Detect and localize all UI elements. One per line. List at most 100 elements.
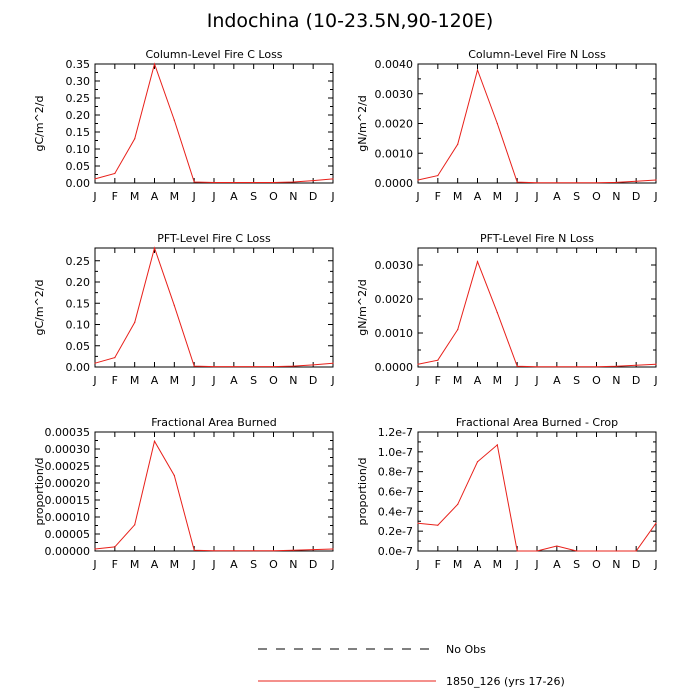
x-tick-label: M — [493, 374, 503, 387]
data-point — [457, 503, 459, 505]
y-tick-label: 0.00000 — [45, 545, 91, 558]
x-tick-label: D — [309, 374, 317, 387]
data-point — [576, 366, 578, 368]
x-tick-label: F — [435, 374, 441, 387]
x-tick-label: O — [269, 190, 278, 203]
x-tick-label: F — [435, 190, 441, 203]
x-tick-label: A — [553, 190, 561, 203]
data-point — [576, 182, 578, 184]
y-axis-label: proportion/d — [356, 458, 369, 526]
data-point — [312, 549, 314, 551]
series-line — [94, 439, 334, 552]
data-point — [496, 444, 498, 446]
data-point — [536, 550, 538, 552]
data-point — [233, 181, 235, 184]
data-point — [536, 366, 538, 368]
plot-frame — [417, 431, 657, 552]
data-point — [173, 119, 175, 121]
x-tick-label: D — [632, 374, 640, 387]
y-tick-label: 0.0020 — [375, 293, 414, 306]
data-point — [292, 549, 294, 551]
x-tick-label: A — [553, 374, 561, 387]
data-point — [114, 172, 116, 175]
data-point — [457, 143, 459, 145]
data-point — [114, 357, 116, 359]
y-tick-label: 0.05 — [66, 340, 91, 353]
y-axis-label: gC/m^2/d — [33, 280, 46, 336]
x-tick-label: S — [573, 190, 580, 203]
x-tick-label: D — [632, 558, 640, 571]
y-tick-label: 0.00030 — [45, 443, 91, 456]
data-point — [476, 261, 479, 263]
data-point — [173, 304, 175, 306]
data-point — [94, 362, 96, 364]
data-point — [114, 546, 116, 548]
data-point — [213, 550, 215, 552]
x-tick-label: F — [435, 558, 441, 571]
data-point — [635, 180, 637, 182]
y-tick-label: 0.00005 — [45, 528, 91, 541]
data-point — [437, 174, 439, 177]
y-tick-label: 0.20 — [66, 109, 91, 122]
data-point — [615, 365, 617, 367]
x-tick-label: M — [170, 374, 180, 387]
y-tick-label: 0.00025 — [45, 460, 91, 473]
legend-label-model: 1850_126 (yrs 17-26) — [446, 675, 565, 688]
x-tick-label: A — [151, 558, 159, 571]
panel-title: Fractional Area Burned - Crop — [456, 416, 618, 429]
data-point — [576, 550, 578, 552]
data-point — [655, 179, 657, 181]
y-tick-label: 0.8e-7 — [378, 466, 413, 479]
data-point — [417, 522, 419, 524]
x-tick-label: O — [269, 374, 278, 387]
y-axis-label: gC/m^2/d — [33, 96, 46, 152]
y-tick-label: 1.0e-7 — [378, 446, 413, 459]
x-tick-label: J — [415, 558, 419, 571]
x-tick-label: J — [330, 558, 334, 571]
series-line — [417, 443, 657, 552]
x-tick-label: M — [170, 558, 180, 571]
x-tick-label: N — [289, 190, 297, 203]
x-tick-label: J — [211, 374, 215, 387]
data-point — [615, 181, 617, 184]
data-point — [193, 549, 195, 551]
data-point — [516, 550, 518, 552]
data-point — [615, 550, 617, 552]
y-tick-label: 0.25 — [66, 92, 91, 105]
data-point — [332, 548, 334, 550]
data-point — [516, 181, 518, 183]
x-tick-label: A — [474, 190, 482, 203]
x-tick-label: M — [453, 374, 463, 387]
y-tick-label: 1.2e-7 — [378, 426, 413, 439]
data-point — [476, 461, 479, 463]
x-tick-label: N — [612, 558, 620, 571]
y-axis-label: proportion/d — [33, 458, 46, 526]
data-point — [595, 182, 598, 184]
x-tick-label: A — [230, 558, 238, 571]
y-tick-label: 0.15 — [66, 126, 91, 139]
x-tick-label: M — [130, 374, 140, 387]
data-point — [272, 550, 275, 552]
data-point — [134, 138, 136, 140]
x-tick-label: S — [573, 558, 580, 571]
y-tick-label: 0.20 — [66, 276, 91, 289]
x-tick-label: M — [453, 190, 463, 203]
data-point — [153, 247, 156, 249]
x-tick-label: M — [493, 558, 503, 571]
x-tick-label: F — [112, 374, 118, 387]
x-tick-label: N — [612, 190, 620, 203]
data-point — [556, 545, 558, 547]
data-point — [173, 474, 175, 477]
x-tick-label: J — [515, 558, 519, 571]
x-tick-label: D — [309, 558, 317, 571]
x-tick-label: J — [330, 190, 334, 203]
data-point — [213, 181, 215, 184]
x-tick-label: J — [415, 374, 419, 387]
x-tick-label: J — [192, 190, 196, 203]
x-tick-label: J — [211, 190, 215, 203]
x-tick-label: A — [474, 374, 482, 387]
data-point — [193, 365, 195, 367]
y-tick-label: 0.0000 — [375, 361, 414, 374]
y-tick-label: 0.05 — [66, 160, 91, 173]
panel-title: PFT-Level Fire N Loss — [480, 232, 594, 245]
